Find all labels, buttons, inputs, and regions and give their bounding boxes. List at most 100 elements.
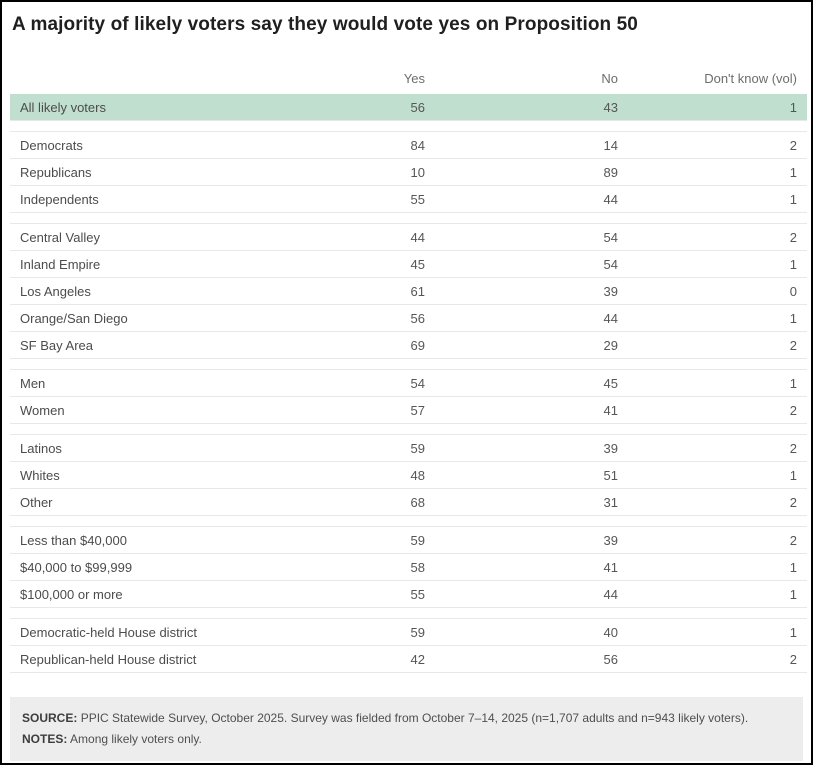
group-separator — [10, 121, 807, 132]
row-label: $40,000 to $99,999 — [20, 559, 133, 575]
notes-label: NOTES: — [22, 732, 68, 746]
value-dont-know: 1 — [789, 624, 797, 640]
group-separator — [10, 424, 807, 435]
value-dont-know: 0 — [789, 283, 797, 299]
value-yes: 48 — [410, 467, 425, 483]
survey-table: Yes No Don't know (vol) All likely voter… — [10, 64, 807, 673]
table-body: All likely voters 56 43 1 Democrats 84 14 2 Repu… — [10, 94, 807, 673]
value-no: 44 — [603, 586, 618, 602]
value-dont-know: 2 — [789, 651, 797, 667]
value-dont-know: 2 — [789, 229, 797, 245]
value-dont-know: 1 — [789, 586, 797, 602]
table-header-row: Yes No Don't know (vol) — [10, 64, 807, 86]
row-label: Orange/San Diego — [20, 310, 128, 326]
value-yes: 57 — [410, 402, 425, 418]
table-row: SF Bay Area 69 29 2 — [10, 332, 807, 359]
value-yes: 42 — [410, 651, 425, 667]
value-yes: 10 — [410, 164, 425, 180]
value-no: 45 — [603, 375, 618, 391]
table-row: Independents 55 44 1 — [10, 186, 807, 213]
table-row: Women 57 41 2 — [10, 397, 807, 424]
value-yes: 55 — [410, 586, 425, 602]
source-line: SOURCE: PPIC Statewide Survey, October 2… — [22, 709, 791, 728]
source-label: SOURCE: — [22, 711, 78, 725]
row-label: Los Angeles — [20, 283, 91, 299]
value-no: 31 — [603, 494, 618, 510]
table-row: $100,000 or more 55 44 1 — [10, 581, 807, 608]
value-yes: 59 — [410, 624, 425, 640]
value-no: 39 — [603, 532, 618, 548]
table-row: Los Angeles 61 39 0 — [10, 278, 807, 305]
row-label: Inland Empire — [20, 256, 101, 272]
value-yes: 59 — [410, 440, 425, 456]
chart-title: A majority of likely voters say they wou… — [12, 14, 638, 35]
value-yes: 58 — [410, 559, 425, 575]
value-yes: 59 — [410, 532, 425, 548]
table-row: All likely voters 56 43 1 — [10, 94, 807, 121]
row-label: Women — [20, 402, 65, 418]
table-row: Democratic-held House district 59 40 1 — [10, 619, 807, 646]
notes-line: NOTES: Among likely voters only. — [22, 730, 791, 749]
value-dont-know: 1 — [789, 256, 797, 272]
value-no: 44 — [603, 191, 618, 207]
value-no: 29 — [603, 337, 618, 353]
value-yes: 61 — [410, 283, 425, 299]
value-dont-know: 2 — [789, 532, 797, 548]
table-row: Men 54 45 1 — [10, 370, 807, 397]
value-no: 89 — [603, 164, 618, 180]
table-row: Whites 48 51 1 — [10, 462, 807, 489]
row-label: Men — [20, 375, 46, 391]
value-no: 39 — [603, 440, 618, 456]
value-no: 41 — [603, 402, 618, 418]
table-row: Latinos 59 39 2 — [10, 435, 807, 462]
value-yes: 45 — [410, 256, 425, 272]
group-separator — [10, 213, 807, 224]
row-label: SF Bay Area — [20, 337, 93, 353]
table-row: Republican-held House district 42 56 2 — [10, 646, 807, 673]
value-dont-know: 1 — [789, 559, 797, 575]
header-dont-know: Don't know (vol) — [704, 71, 797, 86]
value-no: 44 — [603, 310, 618, 326]
value-dont-know: 1 — [789, 375, 797, 391]
value-yes: 56 — [410, 99, 425, 115]
value-no: 51 — [603, 467, 618, 483]
value-no: 39 — [603, 283, 618, 299]
row-label: Less than $40,000 — [20, 532, 127, 548]
value-no: 54 — [603, 256, 618, 272]
row-label: All likely voters — [20, 99, 106, 115]
value-yes: 68 — [410, 494, 425, 510]
value-no: 54 — [603, 229, 618, 245]
table-row: Central Valley 44 54 2 — [10, 224, 807, 251]
group-separator — [10, 516, 807, 527]
row-label: $100,000 or more — [20, 586, 123, 602]
row-label: Independents — [20, 191, 99, 207]
value-dont-know: 2 — [789, 137, 797, 153]
table-row: Democrats 84 14 2 — [10, 132, 807, 159]
value-no: 40 — [603, 624, 618, 640]
table-row: Republicans 10 89 1 — [10, 159, 807, 186]
group-separator — [10, 359, 807, 370]
table-row: Less than $40,000 59 39 2 — [10, 527, 807, 554]
row-label: Latinos — [20, 440, 62, 456]
row-label: Democrats — [20, 137, 83, 153]
value-dont-know: 2 — [789, 337, 797, 353]
value-yes: 69 — [410, 337, 425, 353]
footnote-box: SOURCE: PPIC Statewide Survey, October 2… — [10, 697, 803, 761]
row-label: Democratic-held House district — [20, 624, 198, 640]
table-row: Inland Empire 45 54 1 — [10, 251, 807, 278]
value-yes: 54 — [410, 375, 425, 391]
group-separator — [10, 608, 807, 619]
value-no: 41 — [603, 559, 618, 575]
value-dont-know: 1 — [789, 164, 797, 180]
value-no: 14 — [603, 137, 618, 153]
value-yes: 55 — [410, 191, 425, 207]
table-row: Orange/San Diego 56 44 1 — [10, 305, 807, 332]
row-label: Republicans — [20, 164, 92, 180]
value-dont-know: 1 — [789, 310, 797, 326]
row-label: Other — [20, 494, 53, 510]
table-row: Other 68 31 2 — [10, 489, 807, 516]
row-label: Republican-held House district — [20, 651, 197, 667]
header-yes: Yes — [403, 71, 425, 86]
row-label: Central Valley — [20, 229, 100, 245]
